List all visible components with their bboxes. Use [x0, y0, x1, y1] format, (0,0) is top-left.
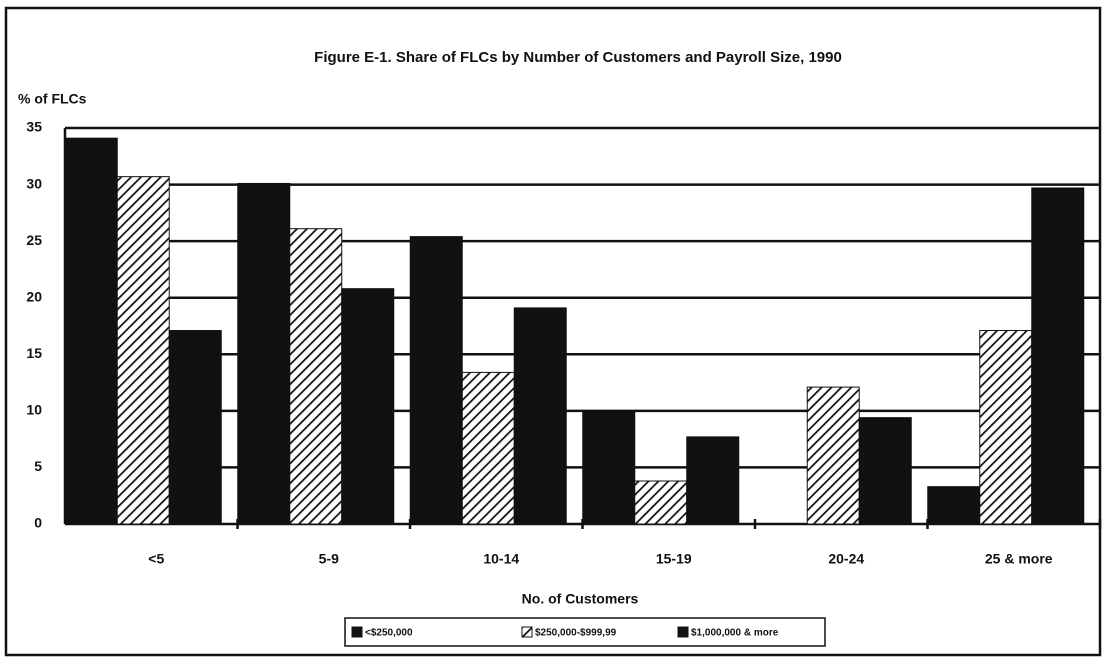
chart-title: Figure E-1. Share of FLCs by Number of C…	[314, 49, 842, 66]
bar	[858, 417, 912, 525]
y-tick-label: 20	[26, 288, 42, 304]
bar	[116, 176, 170, 525]
legend-box	[344, 617, 826, 647]
bar	[64, 137, 118, 525]
y-tick-label: 10	[26, 402, 42, 418]
bar	[461, 371, 515, 525]
x-tick-label: 10-14	[483, 551, 519, 567]
bar	[341, 288, 395, 525]
x-tick-label: 25 & more	[985, 551, 1053, 567]
bar	[806, 386, 860, 525]
legend-swatch	[677, 626, 689, 638]
bar	[582, 411, 636, 525]
legend-label: $1,000,000 & more	[691, 628, 779, 639]
bar	[634, 480, 688, 525]
x-tick-label: 5-9	[319, 551, 339, 567]
bar	[409, 236, 463, 525]
y-tick-label: 35	[26, 119, 42, 135]
y-tick-label: 15	[26, 345, 42, 361]
x-tick-label: 15-19	[656, 551, 692, 567]
bar	[237, 182, 291, 525]
bar	[979, 330, 1033, 525]
frame	[4, 6, 1102, 657]
legend-label: <$250,000	[365, 628, 413, 639]
y-tick-label: 30	[26, 175, 42, 191]
bar	[686, 436, 740, 525]
y-tick-label: 0	[34, 515, 42, 531]
y-axis-label: % of FLCs	[18, 91, 87, 107]
y-tick-label: 5	[34, 458, 42, 474]
legend-label: $250,000-$999,99	[535, 628, 617, 639]
bar	[168, 330, 222, 525]
x-axis-label: No. of Customers	[522, 591, 639, 607]
x-tick-label: <5	[148, 551, 164, 567]
y-tick-label: 25	[26, 232, 42, 248]
bar	[289, 228, 343, 525]
bar	[1031, 187, 1085, 525]
legend-swatch	[521, 626, 533, 638]
legend-swatch	[351, 626, 363, 638]
bar	[927, 486, 981, 525]
x-tick-label: 20-24	[828, 551, 864, 567]
bar	[513, 307, 567, 525]
